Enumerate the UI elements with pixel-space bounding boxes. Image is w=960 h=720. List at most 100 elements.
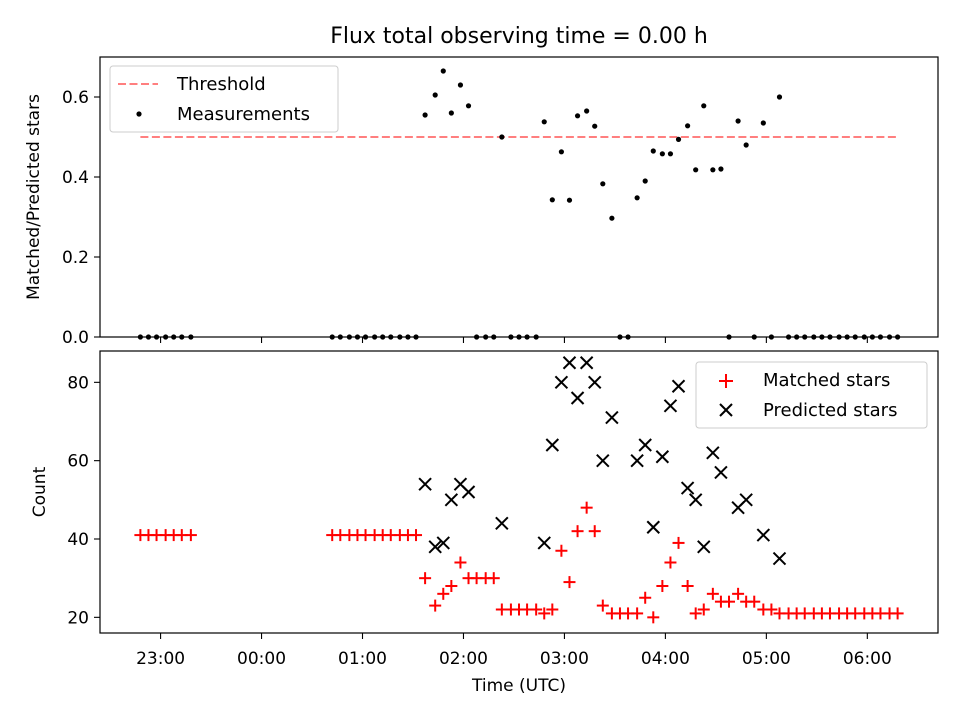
legend-matched-swatch <box>719 374 733 388</box>
predicted-star-point <box>596 453 610 468</box>
legend-measurements-label: Measurements <box>177 104 310 125</box>
measurement-point <box>440 68 446 74</box>
predicted-star-point <box>680 481 695 495</box>
predicted-star-d2 <box>680 481 695 495</box>
bottom-legend: Matched stars Predicted stars <box>695 361 928 429</box>
bottom-y-axis-label: Count <box>30 466 50 517</box>
top-axes-frame <box>99 56 939 338</box>
predicted-star-d2 <box>646 520 660 534</box>
matched-star-point <box>689 607 702 620</box>
measurement-point <box>499 134 505 140</box>
measurement-point <box>743 142 749 148</box>
matched-star-point <box>596 599 609 612</box>
matched-star-point <box>546 603 559 616</box>
measurement-point <box>776 94 783 100</box>
predicted-star-d2 <box>588 375 602 390</box>
measurement-point <box>718 166 724 172</box>
matched-star-point <box>555 544 568 557</box>
matched-star-point <box>706 587 719 600</box>
legend-threshold-label: Threshold <box>176 74 266 95</box>
predicted-star-d2 <box>706 446 720 460</box>
measurement-point <box>642 178 648 184</box>
bottom-y-tick-label: 40 <box>67 530 89 550</box>
predicted-star-point <box>605 410 619 425</box>
matched-star-point <box>184 529 197 542</box>
top-y-tick-label: 0.6 <box>62 88 89 108</box>
predicted-star-d2 <box>570 391 585 405</box>
bottom-x-ticks: 23:00 00:00 01:00 02:00 03:00 04:00 05:00 06:00 <box>136 633 892 669</box>
measurement-point <box>465 103 472 109</box>
predicted-star-d2 <box>756 528 771 542</box>
measurement-point <box>448 110 454 116</box>
predicted-star-point <box>562 356 577 370</box>
predicted-star-d2 <box>562 356 577 370</box>
matched-star-point <box>697 603 710 616</box>
measurement-point <box>667 151 674 157</box>
matched-star-point <box>571 525 584 538</box>
matched-star-point <box>454 556 467 569</box>
bottom-legend-box <box>695 361 928 429</box>
predicted-star-d2 <box>554 375 569 390</box>
legend-matched-label: Matched stars <box>763 370 890 391</box>
predicted-star-d2 <box>461 485 476 499</box>
predicted-star-point <box>579 356 594 370</box>
matched-star-point <box>765 603 778 616</box>
predicted-star-d2 <box>638 438 652 452</box>
predicted-star-point <box>739 493 753 507</box>
predicted-star-d2 <box>630 453 644 468</box>
matched-star-point <box>732 587 745 600</box>
bottom-x-tick-label: 05:00 <box>742 649 791 669</box>
predicted-star-d2 <box>655 450 670 464</box>
measurement-point <box>574 113 581 119</box>
predicted-star-point <box>638 438 652 452</box>
predicted-star-point <box>655 450 670 464</box>
measurement-point <box>592 123 598 129</box>
predicted-star-point <box>671 379 686 393</box>
measurement-point <box>710 167 716 173</box>
measurement-point <box>609 215 615 221</box>
measurement-point <box>701 103 707 109</box>
predicted-star-point <box>588 375 602 390</box>
predicted-star-d2 <box>605 410 619 425</box>
measurement-point <box>650 148 656 154</box>
matched-star-point <box>656 580 669 592</box>
predicted-star-d2 <box>453 477 468 491</box>
bottom-x-tick-label: 00:00 <box>237 649 286 669</box>
predicted-star-point <box>444 493 459 507</box>
predicted-star-point <box>688 493 703 507</box>
measurement-point <box>541 119 547 125</box>
predicted-star-point <box>436 536 450 550</box>
bottom-y-tick-label: 60 <box>67 452 89 472</box>
bottom-axes-frame <box>99 350 939 634</box>
predicted-star-point <box>537 536 551 550</box>
bottom-x-tick-label: 01:00 <box>338 649 387 669</box>
predicted-star-d2 <box>772 551 787 566</box>
measurement-point <box>432 92 438 98</box>
predicted-star-d2 <box>428 540 442 554</box>
measurement-point <box>422 112 428 118</box>
predicted-star-point <box>630 453 644 468</box>
matched-star-point <box>681 580 694 592</box>
bottom-y-ticks: 20 40 60 80 <box>67 373 100 628</box>
matched-star-point <box>538 607 551 620</box>
top-legend: Threshold Measurements <box>109 65 339 133</box>
predicted-star-point <box>495 516 509 531</box>
bottom-y-tick-label: 80 <box>67 373 89 393</box>
predicted-star-d2 <box>739 493 753 507</box>
top-y-tick-label: 0.4 <box>62 168 89 188</box>
measurement-point <box>566 197 573 203</box>
matched-star-point <box>419 572 432 585</box>
matched-star-point <box>580 501 593 514</box>
predicted-star-d2 <box>418 477 432 491</box>
bottom-x-tick-label: 04:00 <box>641 649 690 669</box>
top-panel: 0.0 0.2 0.4 0.6 Matched/Predicted stars Thr… <box>24 56 939 348</box>
predicted-star-d2 <box>671 379 686 393</box>
matched-star-point <box>664 556 677 569</box>
predicted-star-d2 <box>495 516 509 531</box>
predicted-star-point <box>706 446 720 460</box>
predicted-star-point <box>545 438 560 452</box>
predicted-star-point <box>418 477 432 491</box>
predicted-star-point <box>428 540 442 554</box>
predicted-star-point <box>461 485 476 499</box>
predicted-star-point <box>714 465 728 480</box>
